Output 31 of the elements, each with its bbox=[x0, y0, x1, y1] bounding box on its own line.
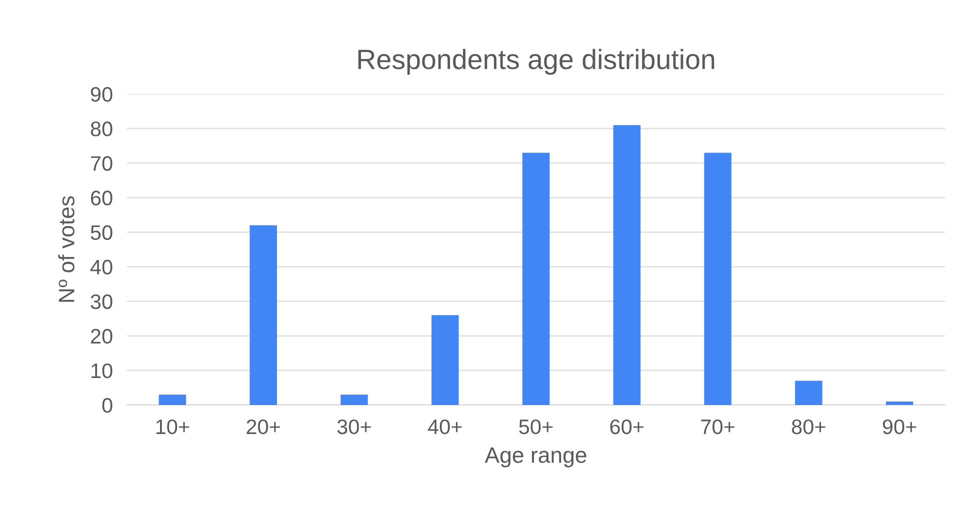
bar bbox=[522, 152, 550, 405]
x-tick-label: 60+ bbox=[610, 419, 644, 434]
x-tick-label: 20+ bbox=[246, 419, 280, 434]
y-tick-label: 50 bbox=[90, 225, 112, 240]
y-tick-label: 20 bbox=[90, 328, 112, 344]
x-tick-label: 30+ bbox=[337, 419, 371, 434]
y-tick-label: 60 bbox=[91, 190, 112, 206]
bar bbox=[704, 152, 732, 405]
bar bbox=[158, 394, 186, 405]
x-tick-label: 70+ bbox=[701, 419, 734, 434]
y-tick-label: 70 bbox=[91, 156, 112, 171]
bar bbox=[613, 125, 641, 405]
y-tick-label: 40 bbox=[90, 260, 112, 275]
x-tick-label: 80+ bbox=[792, 419, 826, 434]
y-tick-label: 0 bbox=[102, 398, 112, 413]
y-tick-label: 30 bbox=[90, 294, 112, 310]
bar bbox=[431, 315, 459, 405]
x-tick-label: 10+ bbox=[156, 419, 190, 434]
x-axis-title: Age range bbox=[484, 447, 586, 468]
bar bbox=[340, 394, 368, 405]
x-tick-label: 50+ bbox=[519, 419, 553, 434]
y-tick-label: 10 bbox=[92, 363, 112, 378]
chart-title: Respondents age distribution bbox=[358, 48, 714, 75]
y-axis-title: Nº of votes bbox=[58, 196, 74, 302]
x-tick-label: 90+ bbox=[882, 419, 916, 434]
x-tick-label: 40+ bbox=[428, 419, 462, 434]
y-tick-label: 80 bbox=[90, 122, 112, 136]
y-tick-label: 90 bbox=[90, 87, 112, 102]
bar bbox=[795, 380, 822, 405]
bar bbox=[250, 225, 277, 405]
bar bbox=[886, 402, 914, 405]
